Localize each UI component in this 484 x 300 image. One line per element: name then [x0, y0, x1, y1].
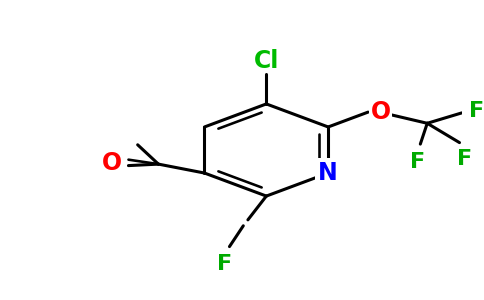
Text: F: F — [217, 254, 232, 274]
Text: N: N — [318, 161, 338, 185]
Text: O: O — [370, 100, 391, 124]
Text: F: F — [410, 152, 425, 172]
Text: O: O — [102, 151, 121, 175]
Text: F: F — [456, 149, 471, 170]
Text: F: F — [469, 101, 484, 122]
Text: Cl: Cl — [254, 49, 279, 73]
